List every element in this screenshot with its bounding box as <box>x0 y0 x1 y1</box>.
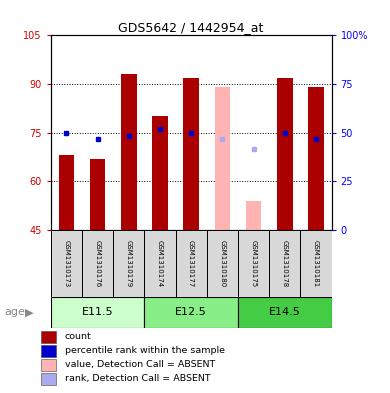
Text: GSM1310173: GSM1310173 <box>63 240 69 287</box>
FancyBboxPatch shape <box>269 230 300 297</box>
Text: GSM1310180: GSM1310180 <box>219 240 225 287</box>
FancyBboxPatch shape <box>144 297 238 328</box>
Text: GSM1310181: GSM1310181 <box>313 240 319 287</box>
Bar <box>41 359 56 371</box>
Text: GSM1310178: GSM1310178 <box>282 240 288 287</box>
FancyBboxPatch shape <box>300 230 332 297</box>
Bar <box>90 158 105 230</box>
FancyBboxPatch shape <box>82 230 113 297</box>
Text: value, Detection Call = ABSENT: value, Detection Call = ABSENT <box>65 360 215 369</box>
Text: percentile rank within the sample: percentile rank within the sample <box>65 347 225 356</box>
FancyBboxPatch shape <box>176 230 207 297</box>
FancyBboxPatch shape <box>207 230 238 297</box>
Text: E12.5: E12.5 <box>175 307 207 318</box>
Bar <box>41 373 56 385</box>
Bar <box>246 201 261 230</box>
FancyBboxPatch shape <box>51 230 82 297</box>
Text: GSM1310175: GSM1310175 <box>250 240 257 287</box>
Bar <box>41 331 56 343</box>
FancyBboxPatch shape <box>238 230 269 297</box>
Text: GSM1310176: GSM1310176 <box>94 240 101 287</box>
Text: E11.5: E11.5 <box>82 307 113 318</box>
Text: rank, Detection Call = ABSENT: rank, Detection Call = ABSENT <box>65 375 210 384</box>
FancyBboxPatch shape <box>113 230 144 297</box>
Bar <box>152 116 168 230</box>
Text: ▶: ▶ <box>25 307 34 318</box>
Bar <box>41 345 56 357</box>
Bar <box>183 77 199 230</box>
Text: GSM1310174: GSM1310174 <box>157 240 163 287</box>
FancyBboxPatch shape <box>238 297 332 328</box>
FancyBboxPatch shape <box>51 297 144 328</box>
Text: GSM1310179: GSM1310179 <box>126 240 132 287</box>
Bar <box>121 74 136 230</box>
Title: GDS5642 / 1442954_at: GDS5642 / 1442954_at <box>119 21 264 34</box>
Text: count: count <box>65 332 92 342</box>
Text: age: age <box>4 307 25 318</box>
FancyBboxPatch shape <box>144 230 176 297</box>
Bar <box>215 87 230 230</box>
Bar <box>277 77 292 230</box>
Bar <box>308 87 324 230</box>
Text: E14.5: E14.5 <box>269 307 301 318</box>
Text: GSM1310177: GSM1310177 <box>188 240 194 287</box>
Bar <box>58 155 74 230</box>
